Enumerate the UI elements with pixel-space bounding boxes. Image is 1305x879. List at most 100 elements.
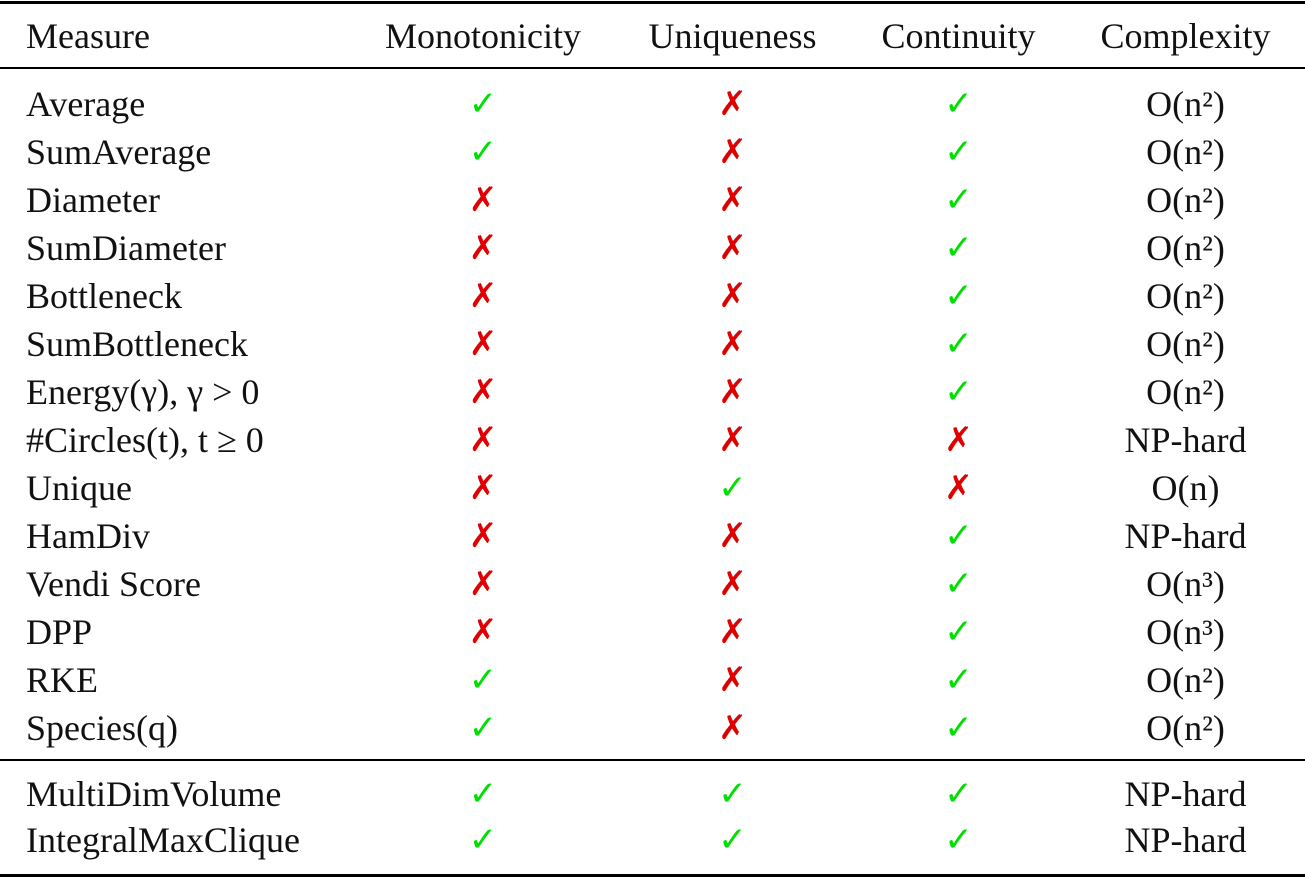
measure-cell: Average <box>26 84 146 124</box>
complexity-cell: O(n²) <box>1146 708 1225 748</box>
continuity-cross-icon: ✗ <box>944 468 973 508</box>
table-row: MultiDimVolume ✓ ✓ ✓ NP-hard <box>0 770 1305 818</box>
measure-cell: Bottleneck <box>26 276 182 316</box>
table-row: Unique ✗ ✓ ✗ O(n) <box>0 464 1305 512</box>
measure-cell: SumDiameter <box>26 228 226 268</box>
table-bottom-rule <box>0 874 1305 877</box>
table-row: Species(q) ✓ ✗ ✓ O(n²) <box>0 704 1305 752</box>
measure-cell: Unique <box>26 468 132 508</box>
complexity-cell: O(n²) <box>1146 660 1225 700</box>
complexity-cell: O(n²) <box>1146 180 1225 220</box>
monotonicity-cross-icon: ✗ <box>468 564 498 604</box>
uniqueness-cross-icon: ✗ <box>718 564 747 604</box>
monotonicity-cross-icon: ✗ <box>468 228 498 268</box>
table-row: #Circles(t), t ≥ 0 ✗ ✗ ✗ NP-hard <box>0 416 1305 464</box>
table-row: RKE ✓ ✗ ✓ O(n²) <box>0 656 1305 704</box>
continuity-check-icon: ✓ <box>944 612 973 652</box>
complexity-cell: O(n²) <box>1146 276 1225 316</box>
uniqueness-cross-icon: ✗ <box>718 276 747 316</box>
uniqueness-cross-icon: ✗ <box>718 372 747 412</box>
complexity-cell: O(n²) <box>1146 84 1225 124</box>
measure-cell: DPP <box>26 612 93 652</box>
measure-cell: SumBottleneck <box>26 324 248 364</box>
monotonicity-check-icon: ✓ <box>468 774 498 814</box>
header-uniqueness: Uniqueness <box>648 16 817 56</box>
continuity-check-icon: ✓ <box>944 324 973 364</box>
monotonicity-cross-icon: ✗ <box>468 612 498 652</box>
monotonicity-cross-icon: ✗ <box>468 276 498 316</box>
complexity-cell: NP-hard <box>1124 820 1247 860</box>
monotonicity-cross-icon: ✗ <box>468 180 498 220</box>
monotonicity-check-icon: ✓ <box>468 660 498 700</box>
uniqueness-cross-icon: ✗ <box>718 180 747 220</box>
table-row: Vendi Score ✗ ✗ ✓ O(n³) <box>0 560 1305 608</box>
table-row: SumBottleneck ✗ ✗ ✓ O(n²) <box>0 320 1305 368</box>
uniqueness-cross-icon: ✗ <box>718 612 747 652</box>
table-row: Average ✓ ✗ ✓ O(n²) <box>0 80 1305 128</box>
continuity-check-icon: ✓ <box>944 708 973 748</box>
table-row: IntegralMaxClique ✓ ✓ ✓ NP-hard <box>0 816 1305 864</box>
uniqueness-cross-icon: ✗ <box>718 420 747 460</box>
monotonicity-check-icon: ✓ <box>468 708 498 748</box>
continuity-check-icon: ✓ <box>944 564 973 604</box>
uniqueness-cross-icon: ✗ <box>718 660 747 700</box>
complexity-cell: O(n²) <box>1146 372 1225 412</box>
continuity-cross-icon: ✗ <box>944 420 973 460</box>
uniqueness-cross-icon: ✗ <box>718 84 747 124</box>
header-continuity: Continuity <box>881 16 1036 56</box>
measure-cell: Diameter <box>26 180 160 220</box>
table-row: HamDiv ✗ ✗ ✓ NP-hard <box>0 512 1305 560</box>
monotonicity-cross-icon: ✗ <box>468 420 498 460</box>
uniqueness-cross-icon: ✗ <box>718 708 747 748</box>
monotonicity-cross-icon: ✗ <box>468 324 498 364</box>
continuity-check-icon: ✓ <box>944 774 973 814</box>
monotonicity-cross-icon: ✗ <box>468 468 498 508</box>
complexity-cell: O(n²) <box>1146 324 1225 364</box>
measure-cell: SumAverage <box>26 132 212 172</box>
uniqueness-cross-icon: ✗ <box>718 516 747 556</box>
measure-cell: HamDiv <box>26 516 150 556</box>
uniqueness-cross-icon: ✗ <box>718 324 747 364</box>
monotonicity-check-icon: ✓ <box>468 84 498 124</box>
table-row: SumDiameter ✗ ✗ ✓ O(n²) <box>0 224 1305 272</box>
complexity-cell: NP-hard <box>1124 516 1247 556</box>
continuity-check-icon: ✓ <box>944 372 973 412</box>
measure-cell: RKE <box>26 660 98 700</box>
monotonicity-cross-icon: ✗ <box>468 516 498 556</box>
measure-cell: Species(q) <box>26 708 178 748</box>
monotonicity-check-icon: ✓ <box>468 820 498 860</box>
continuity-check-icon: ✓ <box>944 132 973 172</box>
table-row: SumAverage ✓ ✗ ✓ O(n²) <box>0 128 1305 176</box>
continuity-check-icon: ✓ <box>944 276 973 316</box>
table-row: Diameter ✗ ✗ ✓ O(n²) <box>0 176 1305 224</box>
header-monotonicity: Monotonicity <box>385 16 581 56</box>
uniqueness-cross-icon: ✗ <box>718 228 747 268</box>
measure-cell: Energy(γ), γ > 0 <box>26 372 260 412</box>
uniqueness-cross-icon: ✗ <box>718 132 747 172</box>
table-row: Energy(γ), γ > 0 ✗ ✗ ✓ O(n²) <box>0 368 1305 416</box>
continuity-check-icon: ✓ <box>944 660 973 700</box>
table-row: Bottleneck ✗ ✗ ✓ O(n²) <box>0 272 1305 320</box>
continuity-check-icon: ✓ <box>944 516 973 556</box>
monotonicity-cross-icon: ✗ <box>468 372 498 412</box>
continuity-check-icon: ✓ <box>944 820 973 860</box>
complexity-cell: O(n²) <box>1146 132 1225 172</box>
measure-cell: MultiDimVolume <box>26 774 282 814</box>
measure-cell: IntegralMaxClique <box>26 820 300 860</box>
group-separator-rule <box>0 759 1305 761</box>
monotonicity-check-icon: ✓ <box>468 132 498 172</box>
table-top-rule <box>0 1 1305 4</box>
complexity-cell: O(n³) <box>1146 612 1225 652</box>
uniqueness-check-icon: ✓ <box>718 774 747 814</box>
uniqueness-check-icon: ✓ <box>718 468 747 508</box>
complexity-cell: NP-hard <box>1124 420 1247 460</box>
table-row: DPP ✗ ✗ ✓ O(n³) <box>0 608 1305 656</box>
header-rule <box>0 67 1305 69</box>
header-complexity: Complexity <box>1100 16 1271 56</box>
continuity-check-icon: ✓ <box>944 228 973 268</box>
measure-cell: Vendi Score <box>26 564 201 604</box>
complexity-cell: O(n³) <box>1146 564 1225 604</box>
complexity-cell: O(n) <box>1151 468 1220 508</box>
table-header-row: Measure Monotonicity Uniqueness Continui… <box>0 12 1305 60</box>
header-measure: Measure <box>26 16 150 56</box>
